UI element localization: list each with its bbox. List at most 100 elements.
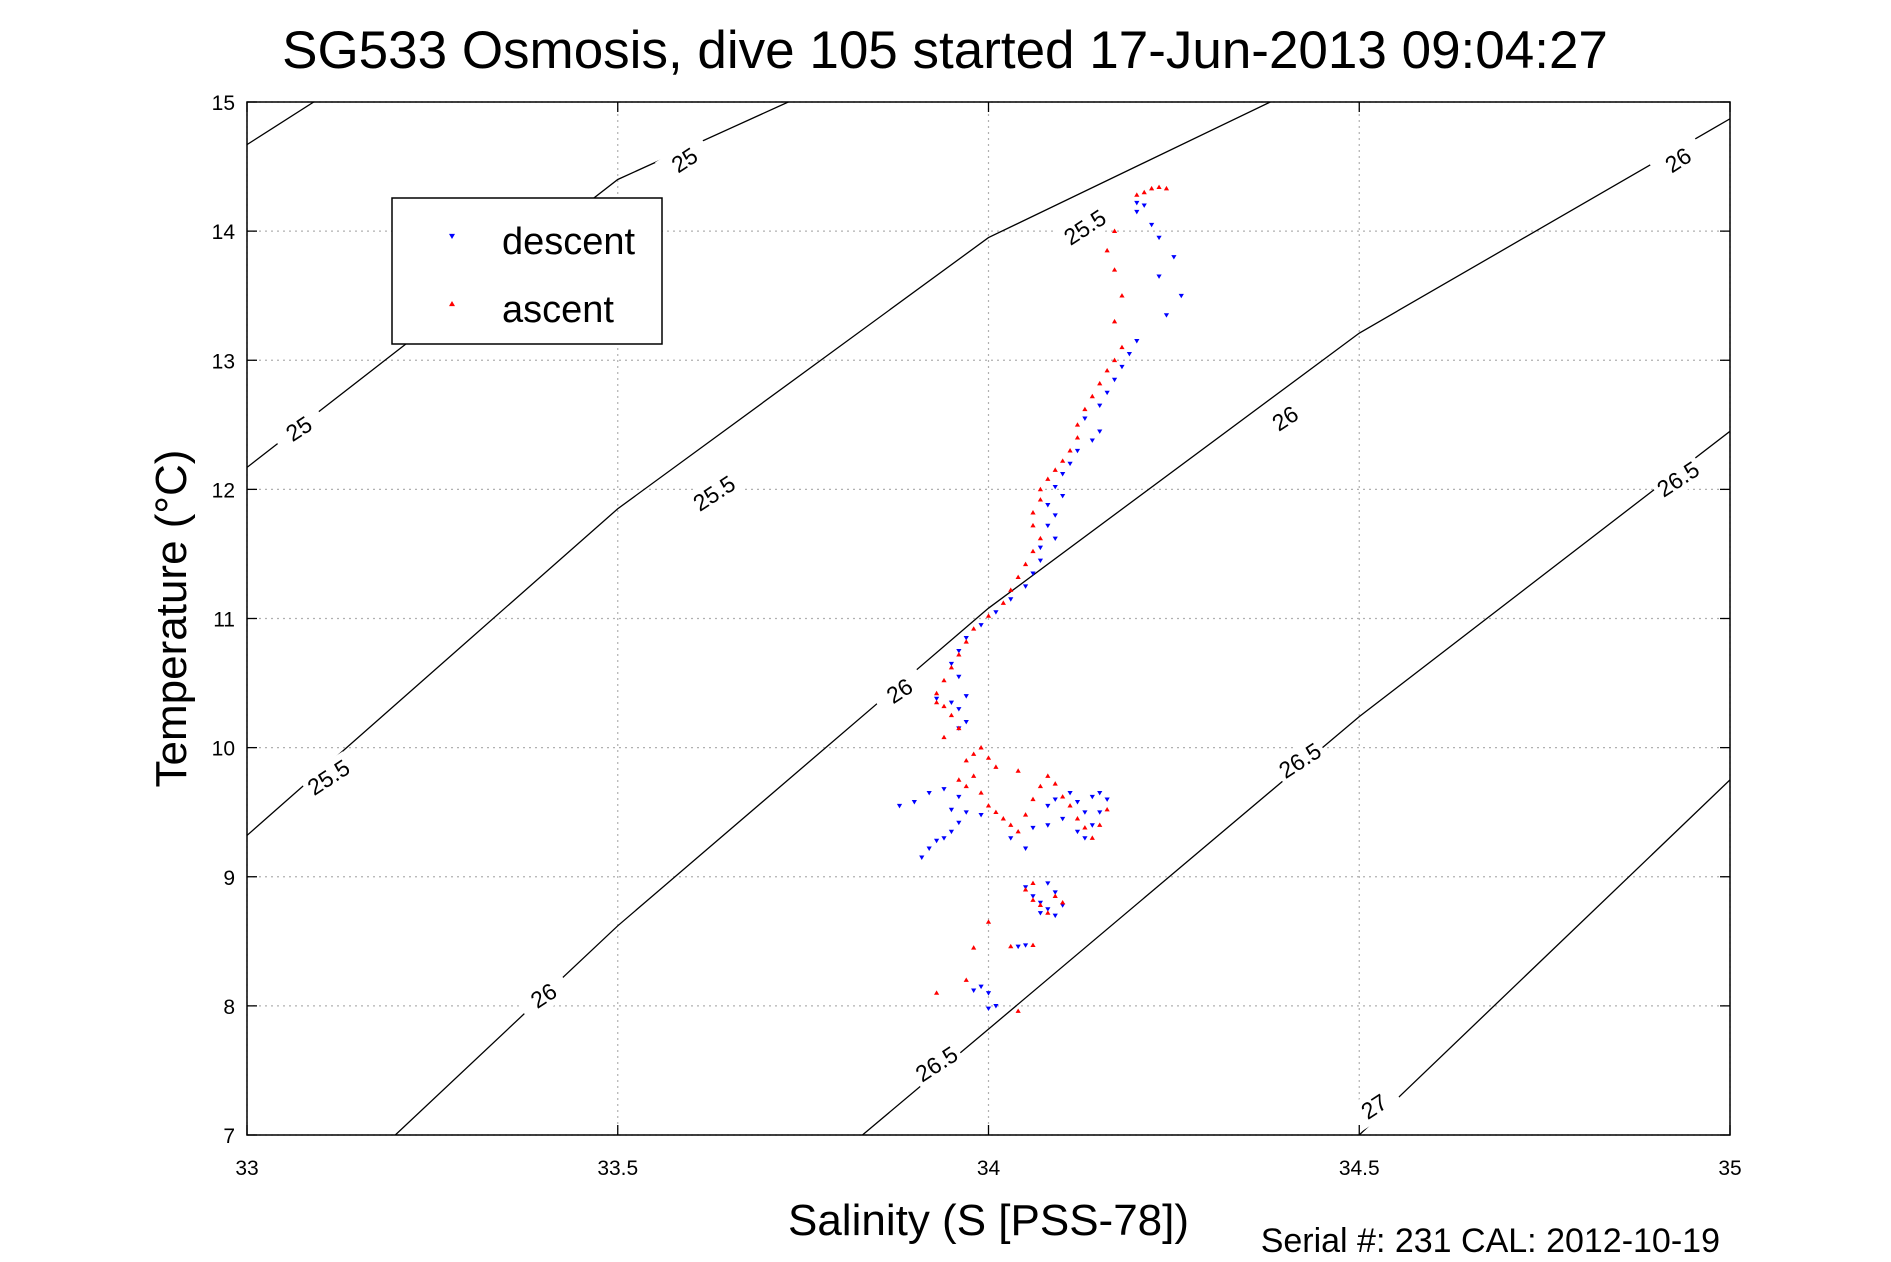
ascent-point [1119,344,1125,350]
ascent-point [963,783,969,789]
ascent-point [971,751,977,756]
descent-point [948,829,955,835]
descent-point [1045,823,1051,828]
ascent-point [1104,247,1110,253]
ascent-point [1163,185,1170,191]
contour-label-bg [1055,201,1115,254]
ascent-point [956,725,962,731]
density-contour-25-5 [247,102,1271,836]
descent-point [985,1006,992,1012]
ascent-point [1097,380,1103,386]
y-tick-label: 15 [212,92,235,115]
density-contour-25 [247,102,315,146]
legend-marker-descent [449,233,455,239]
descent-point [1082,416,1088,421]
x-tick-label: 33.5 [597,1157,638,1180]
descent-point [1067,790,1073,796]
ascent-point [933,699,940,705]
ascent-point [1111,228,1118,233]
ascent-point [1089,393,1095,399]
descent-point [1015,944,1021,950]
ascent-point [971,626,977,631]
ascent-point [993,764,999,769]
contour-label-bg [684,467,744,520]
ascent-point [1104,367,1110,373]
ascent-point [956,652,962,657]
descent-point [956,648,962,654]
descent-point [971,988,977,993]
contour-label-bg [870,664,929,717]
descent-point [1178,293,1184,299]
descent-point [993,1004,999,1009]
descent-point [1052,890,1058,895]
ascent-point [1089,835,1095,840]
descent-point [993,610,999,615]
data-points [896,184,1184,1013]
descent-point [956,674,962,680]
ascent-point [1104,807,1110,812]
ascent-point [1030,880,1036,886]
ascent-point [1000,600,1006,605]
ascent-point [933,990,940,995]
descent-point [1052,797,1058,802]
contour-label-bg [269,402,329,455]
ascent-point [1074,435,1081,440]
descent-point [978,984,984,990]
ascent-point [963,639,969,644]
descent-point [963,694,969,699]
ascent-point [1022,561,1029,567]
contour-label-bg [1648,453,1708,505]
ascent-point [1030,796,1036,802]
ascent-point [1097,822,1103,827]
ascent-point [1082,825,1088,830]
ascent-point [1074,422,1081,427]
descent-point [1149,222,1155,228]
descent-point [1156,274,1162,279]
descent-point [1111,377,1118,383]
x-tick-label: 35 [1718,1157,1741,1180]
ascent-point [1008,943,1014,949]
descent-point [1074,829,1081,835]
ascent-point [948,712,955,718]
ascent-point [948,664,955,670]
descent-point [956,820,962,826]
descent-point [1037,911,1044,916]
descent-point [956,707,962,712]
descent-point [1082,810,1088,815]
descent-point [963,719,969,725]
contour-label-bg [514,969,574,1022]
descent-point [1060,494,1066,499]
ascent-point [1067,803,1073,808]
descent-point [1097,403,1103,409]
ascent-point [971,945,977,950]
density-contour-27 [1358,779,1730,1135]
x-tick-label: 34 [977,1157,1001,1180]
ascent-point [1045,910,1051,915]
ascent-point [956,777,962,782]
ascent-point [1037,902,1044,907]
descent-point [1089,438,1095,443]
ascent-point [1082,406,1088,412]
descent-point [1037,545,1044,551]
ascent-point [1030,548,1036,554]
descent-point [933,838,940,844]
contour-label-bg [1344,1080,1404,1133]
axis-ticks: 33 33.5 34 34.5 35 7 8 9 10 11 12 13 14 15 [212,92,1742,1180]
ascent-point [1000,816,1006,821]
ascent-point [1060,899,1066,905]
descent-point [1022,584,1029,589]
ascent-point [1037,497,1044,502]
ascent-point [1134,192,1140,197]
descent-point [1008,597,1014,602]
descent-point [933,696,940,702]
ascent-point [1015,828,1021,834]
descent-point [1089,823,1095,828]
ascent-point [1060,794,1066,799]
descent-point [1097,429,1103,434]
ascent-point [1022,887,1029,892]
descent-point [1030,894,1036,899]
descent-point [1074,448,1081,454]
descent-point [1045,881,1051,886]
descent-point [1097,790,1103,796]
